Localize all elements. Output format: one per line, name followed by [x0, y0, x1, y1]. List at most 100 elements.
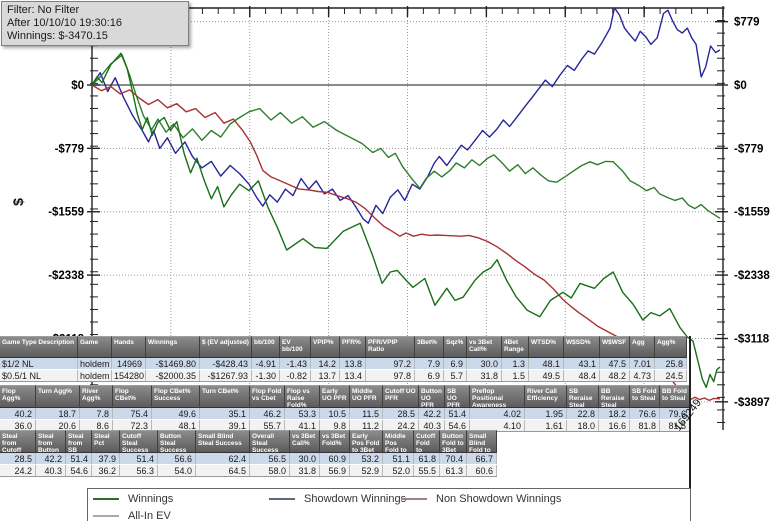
stat-cell: 35.1 — [200, 408, 250, 419]
stat-cell: 56.5 — [250, 453, 290, 464]
column-header[interactable]: Preflop Positional Awareness — [470, 385, 525, 408]
stat-cell: 47.5 — [600, 358, 630, 369]
stat-cell: 10.5 — [320, 408, 350, 419]
stat-cell: 55.5 — [414, 465, 440, 476]
stat-cell: 24.2 — [0, 465, 36, 476]
y-axis-label-right: -$2338 — [734, 270, 770, 282]
column-header[interactable]: River Call Efficiency — [525, 385, 567, 408]
y-axis-label-left: $0 — [71, 80, 84, 92]
stat-cell: 37.9 — [92, 453, 120, 464]
stat-cell: 61.3 — [440, 465, 467, 476]
column-header[interactable]: Small Blind Steal Success — [196, 430, 250, 453]
stat-cell: -0.82 — [280, 370, 311, 381]
y-axis-label-right: -$779 — [734, 143, 763, 155]
stat-cell: 24.5 — [655, 370, 687, 381]
column-header[interactable]: Early Pos Fold to 3Bet — [350, 430, 383, 453]
column-header[interactable]: Agg% — [655, 336, 687, 358]
column-header[interactable]: Hands — [112, 336, 146, 358]
column-header[interactable]: VPIP% — [311, 336, 340, 358]
column-header[interactable]: Button Fold to 3Bet — [440, 430, 467, 453]
column-header[interactable]: 4Bet Range — [502, 336, 529, 358]
stat-cell: 36.0 — [0, 420, 36, 431]
column-header[interactable]: Middle UO PFR — [350, 385, 383, 408]
column-header[interactable]: SB Fold to Steal — [630, 385, 660, 408]
column-header[interactable]: SB UO PFR — [445, 385, 470, 408]
column-header[interactable]: Flop vs Raise Fold% — [285, 385, 320, 408]
stat-cell: -$1469.80 — [146, 358, 200, 369]
column-header[interactable]: Flop CBet% — [113, 385, 152, 408]
column-header[interactable]: Steal from Cutoff — [0, 430, 36, 453]
table-row[interactable]: 40.2 18.7 7.8 75.4 49.6 35.1 46.2 53.3 10.5 11.5 2… — [0, 408, 690, 420]
column-header[interactable]: Game — [78, 336, 112, 358]
column-header[interactable]: Cutoff Fold to 3Bet — [414, 430, 440, 453]
column-header[interactable]: Cutoff UO PFR — [383, 385, 419, 408]
table-row[interactable]: $1/2 NL holdem 14969 -$1469.80 -$428.43 -4.91… — [0, 358, 687, 370]
column-header[interactable]: BB Fold to Steal — [660, 385, 690, 408]
stat-cell: 7.01 — [630, 358, 655, 369]
stat-cell: 31.8 — [467, 370, 502, 381]
column-header[interactable]: Flop CBet% Success — [152, 385, 200, 408]
table-row[interactable]: 28.5 42.2 51.4 37.9 51.4 56.6 62.4 56.5 30.0 60.9… — [0, 453, 497, 465]
column-header[interactable]: vs 3Bet Call% — [290, 430, 320, 453]
column-header[interactable]: Button Steal Success — [158, 430, 196, 453]
column-header[interactable]: W$WSF — [600, 336, 630, 358]
column-header[interactable]: 3Bet% — [415, 336, 444, 358]
column-header[interactable]: PFR/VPIP Ratio — [366, 336, 415, 358]
table-header-row: Steal from Cutoff Steal from Button Steal … — [0, 430, 497, 453]
stat-cell: 18.7 — [36, 408, 80, 419]
column-header[interactable]: EV bb/100 — [280, 336, 311, 358]
table-row[interactable]: $0.5/1 NL holdem 154280 -$2000.35 -$1267.93-… — [0, 370, 687, 382]
column-header[interactable]: Flop Agg% — [0, 385, 36, 408]
column-header[interactable]: Sqz% — [444, 336, 467, 358]
column-header[interactable]: W$SD% — [564, 336, 600, 358]
column-header[interactable]: BB Reraise Steal — [599, 385, 630, 408]
stat-cell: 54.6 — [445, 420, 470, 431]
stat-cell: 49.6 — [152, 408, 200, 419]
column-header[interactable]: River Agg% — [80, 385, 113, 408]
stat-cell: 1.61 — [525, 420, 567, 431]
column-header[interactable]: SB Reraise Steal — [567, 385, 599, 408]
column-header[interactable]: $ (EV adjusted) — [200, 336, 252, 358]
legend-label: Showdown Winnings — [304, 493, 407, 505]
stat-cell: 40.2 — [0, 408, 36, 419]
column-header[interactable]: PFR% — [340, 336, 366, 358]
stat-cell: 36.2 — [92, 465, 120, 476]
legend-label: Non Showdown Winnings — [436, 493, 562, 505]
column-header[interactable]: Button UO PFR — [419, 385, 445, 408]
column-header[interactable]: Small Blind Fold to 3Bet — [467, 430, 497, 453]
column-header[interactable]: vs 3Bet Call% — [467, 336, 502, 358]
column-header[interactable]: Cutoff Steal Success — [120, 430, 158, 453]
legend-item-all-in-ev: All-In EV — [93, 509, 171, 521]
column-header[interactable]: Steal from SB — [66, 430, 92, 453]
stat-cell: 11.5 — [350, 408, 383, 419]
column-header[interactable]: Steal Pct — [92, 430, 120, 453]
table-row[interactable]: 24.2 40.3 54.6 36.2 56.3 54.0 64.5 58.0 31.8 56.9… — [0, 465, 497, 477]
stat-cell: 42.2 — [36, 453, 66, 464]
stat-cell: -1.43 — [280, 358, 311, 369]
stat-cell: 24.2 — [383, 420, 419, 431]
column-header[interactable]: bb/100 — [252, 336, 280, 358]
column-header[interactable]: vs 3Bet Fold% — [320, 430, 350, 453]
column-header[interactable]: Middle Pos Fold to 3Bet — [383, 430, 414, 453]
column-header[interactable]: Early UO PFR — [320, 385, 350, 408]
column-header[interactable]: Flop Fold vs Cbet — [250, 385, 285, 408]
column-header[interactable]: WTSD% — [529, 336, 564, 358]
column-header[interactable]: Overall Steal Success — [250, 430, 290, 453]
stat-cell: 46.2 — [250, 408, 285, 419]
stat-cell: 66.7 — [467, 453, 497, 464]
column-header[interactable]: Agg — [630, 336, 655, 358]
stat-cell: 48.1 — [152, 420, 200, 431]
column-header[interactable]: Steal from Button — [36, 430, 66, 453]
stat-cell: 56.9 — [320, 465, 350, 476]
stat-cell: -$2000.35 — [146, 370, 200, 381]
table-row[interactable]: 36.0 20.6 8.6 72.3 48.1 39.1 55.7 41.1 9.8 11.2 24… — [0, 420, 690, 432]
stat-cell: -1.30 — [252, 370, 280, 381]
stat-cell: 55.7 — [250, 420, 285, 431]
column-header[interactable]: Turn CBet% — [200, 385, 250, 408]
column-header[interactable]: Game Type Description — [0, 336, 78, 358]
column-header[interactable]: Turn Agg% — [36, 385, 80, 408]
stat-cell: 18.2 — [599, 408, 630, 419]
filter-winnings-line: Winnings: $-3470.15 — [7, 30, 108, 42]
column-header[interactable]: Winnings — [146, 336, 200, 358]
